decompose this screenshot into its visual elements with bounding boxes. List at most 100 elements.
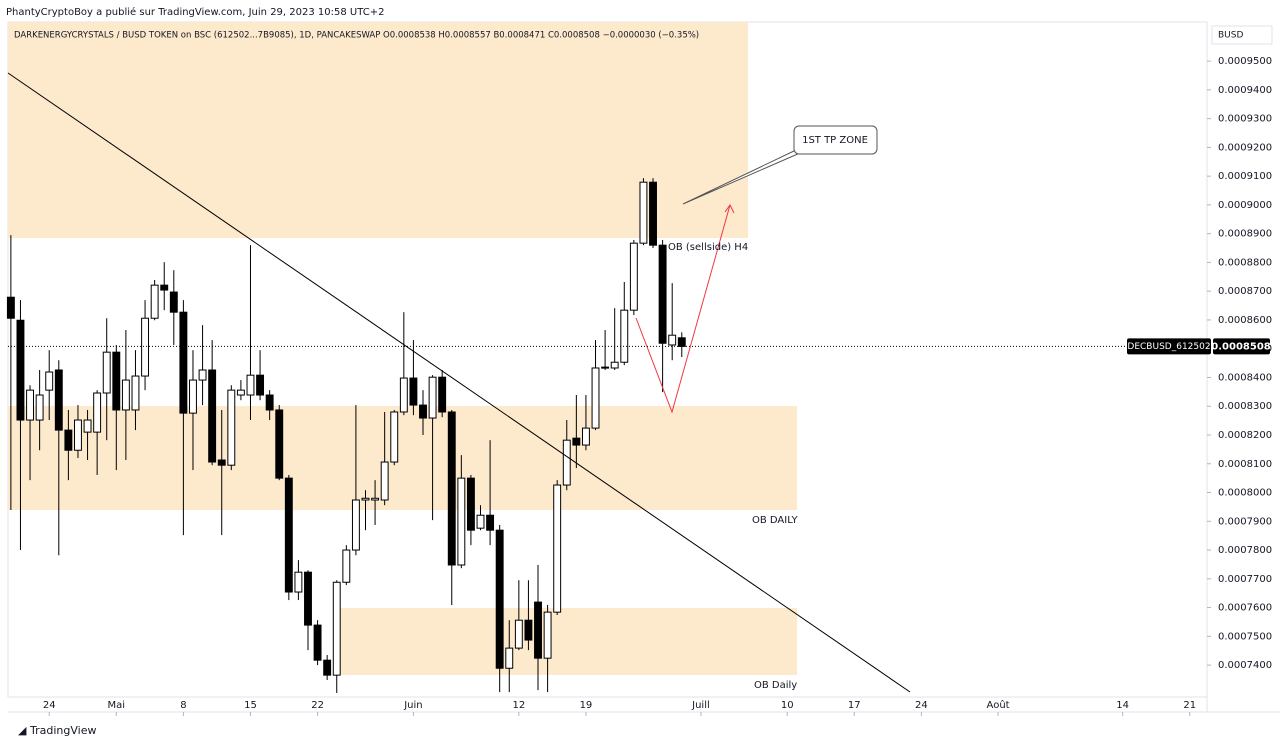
candle-body <box>620 309 629 363</box>
y-tick-label: 0.0008200 <box>1218 430 1272 441</box>
candle-body <box>553 484 562 613</box>
x-tick-label: 22 <box>311 700 324 711</box>
y-tick-label: 0.0007800 <box>1218 545 1272 556</box>
y-tick-label: 0.0008300 <box>1218 401 1272 412</box>
candle-body <box>93 392 102 433</box>
zone <box>8 406 797 510</box>
candle-body <box>380 461 389 501</box>
candle-body <box>179 311 188 414</box>
y-tick-label: 0.0007600 <box>1218 603 1272 614</box>
candle-body <box>16 319 25 421</box>
y-tick-label: 0.0008900 <box>1218 229 1272 240</box>
footer: TradingView <box>29 724 96 737</box>
candle-body <box>74 419 82 451</box>
y-tick-label: 0.0008700 <box>1218 286 1272 297</box>
candle-body <box>572 437 581 446</box>
candle-body <box>534 601 542 659</box>
candle-body <box>466 477 475 531</box>
candle-body <box>524 619 533 641</box>
y-tick-label: 0.0009500 <box>1218 56 1272 67</box>
y-tick-label: 0.0007700 <box>1218 574 1272 585</box>
x-tick-label: 12 <box>512 700 525 711</box>
y-tick-label: 0.0007900 <box>1218 516 1272 527</box>
candle-body <box>495 529 504 669</box>
candle-body <box>591 367 600 429</box>
y-tick-label: 0.0009100 <box>1218 171 1272 182</box>
candle-body <box>169 291 178 313</box>
candle-body <box>543 611 552 659</box>
candle-body <box>476 514 485 529</box>
symbol-label: DECBUSD_612502 <box>1127 342 1210 352</box>
candle-body <box>668 334 677 346</box>
candle-body <box>629 242 638 311</box>
candle-body <box>102 351 111 394</box>
footer-logo: ◢ <box>18 724 27 737</box>
candle-body <box>160 284 169 291</box>
candle-body <box>112 351 121 411</box>
candle-body <box>342 549 351 583</box>
price-box <box>1213 338 1270 355</box>
candle-body <box>284 477 293 593</box>
y-tick-label: 0.0008100 <box>1218 459 1272 470</box>
y-tick-label: 0.0008800 <box>1218 257 1272 268</box>
candle-body <box>514 619 523 649</box>
annotation: OB (sellside) H4 <box>668 242 748 253</box>
candle-body <box>677 337 686 347</box>
x-tick-label: 24 <box>43 700 56 711</box>
candle-body <box>409 377 418 406</box>
x-tick-label: Juin <box>403 700 422 711</box>
candle-body <box>45 371 54 391</box>
candle-body <box>227 389 236 466</box>
candle-body <box>399 377 408 413</box>
x-tick-label: Août <box>987 699 1010 711</box>
x-tick-label: 8 <box>180 700 186 711</box>
candle-body <box>428 376 437 419</box>
annotation: OB Daily <box>754 680 797 691</box>
candle-body <box>236 389 245 396</box>
candle-body <box>26 389 34 421</box>
y-tick-label: 0.0009400 <box>1218 85 1272 96</box>
candle-body <box>83 419 92 433</box>
x-tick-label: 17 <box>848 700 861 711</box>
candle-body <box>198 369 207 381</box>
annotation: OB DAILY <box>752 515 798 526</box>
y-tick-label: 0.0008000 <box>1218 488 1272 499</box>
y-tick-label: 0.0009200 <box>1218 142 1272 153</box>
candle-body <box>217 459 226 466</box>
callout <box>793 125 878 155</box>
x-tick-label: 19 <box>580 700 593 711</box>
candle-body <box>601 366 610 369</box>
candle-body <box>304 571 312 626</box>
candle-body <box>150 284 159 319</box>
currency-box[interactable] <box>1211 25 1273 45</box>
candle-body <box>275 409 284 479</box>
candle-body <box>371 497 380 501</box>
zone <box>337 608 797 675</box>
candle-body <box>246 374 255 396</box>
candle-body <box>505 647 514 669</box>
y-tick-label: 0.0008400 <box>1218 372 1272 383</box>
y-tick-label: 0.0008600 <box>1218 315 1272 326</box>
symbol-box <box>1127 338 1211 355</box>
candle-body <box>323 659 332 676</box>
candle-body <box>6 296 15 319</box>
candle-body <box>457 477 466 566</box>
header: PhantyCryptoBoy a publié sur TradingView… <box>6 6 384 18</box>
candle-body <box>562 439 571 486</box>
candle-body <box>121 379 130 411</box>
x-tick-label: 14 <box>1116 700 1129 711</box>
candle-body <box>332 581 341 676</box>
x-tick-label: Mai <box>108 700 126 711</box>
y-tick-label: 0.0007400 <box>1218 660 1272 671</box>
candle-body <box>649 181 657 246</box>
candle-body <box>486 514 495 531</box>
x-tick-label: 15 <box>244 700 257 711</box>
candle-body <box>189 379 197 414</box>
candle-body <box>610 361 619 369</box>
annotation: 1ST TP ZONE <box>802 135 868 146</box>
candle-body <box>658 244 667 344</box>
candle-body <box>54 369 63 431</box>
y-tick-label: 0.0007500 <box>1218 631 1272 642</box>
candle-body <box>361 497 370 501</box>
